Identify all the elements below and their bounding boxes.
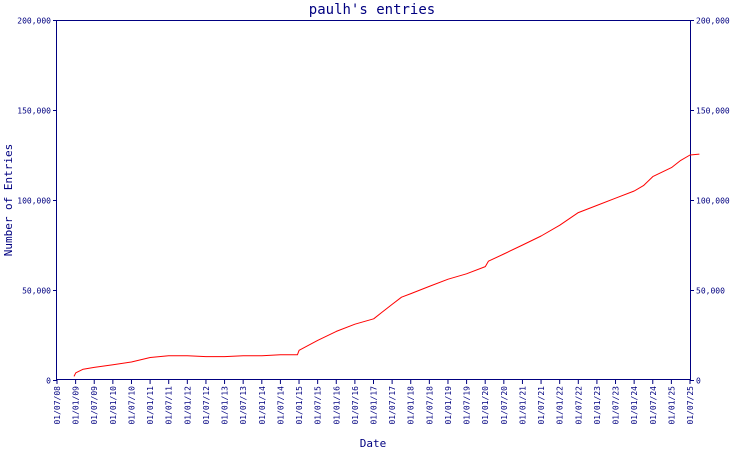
x-axis: 01/07/08 01/01/09 01/07/09 01/01/10 01/07/10… (53, 380, 695, 425)
x-tick-label: 01/01/22 (556, 386, 565, 425)
x-tick-label: 01/01/24 (630, 386, 639, 425)
y-tick-label-left: 50,000 (22, 287, 51, 296)
x-tick-label: 01/07/21 (537, 386, 546, 425)
x-tick-label: 01/07/12 (202, 386, 211, 425)
x-tick-label: 01/07/22 (574, 386, 583, 425)
x-tick-label: 01/07/13 (239, 386, 248, 425)
x-tick-label: 01/07/09 (90, 386, 99, 425)
x-tick-label: 01/07/11 (165, 386, 174, 425)
x-tick-label: 01/01/19 (444, 386, 453, 425)
x-tick-label: 01/07/10 (127, 386, 136, 425)
x-tick-label: 01/07/17 (388, 386, 397, 425)
x-tick-label: 01/01/20 (481, 386, 490, 425)
x-tick-label: 01/01/10 (109, 386, 118, 425)
x-tick-label: 01/07/14 (276, 386, 285, 425)
y-tick-label-right: 0 (696, 377, 701, 386)
x-tick-label: 01/01/18 (407, 386, 416, 425)
y-tick-label-left: 150,000 (17, 107, 51, 116)
x-tick-label: 01/01/23 (593, 386, 602, 425)
y-tick-label-right: 50,000 (696, 287, 725, 296)
x-tick-label: 01/07/25 (686, 386, 695, 425)
x-tick-label: 01/07/23 (612, 386, 621, 425)
x-tick-label: 01/07/16 (351, 386, 360, 425)
x-tick-label: 01/07/15 (314, 386, 323, 425)
x-tick-label: 01/07/18 (425, 386, 434, 425)
x-tick-label: 01/07/24 (649, 386, 658, 425)
y-tick-label-left: 0 (46, 377, 51, 386)
x-tick-label: 01/01/11 (146, 386, 155, 425)
x-tick-label: 01/01/25 (667, 386, 676, 425)
x-tick-label: 01/07/20 (500, 386, 509, 425)
y-tick-label-right: 200,000 (696, 17, 730, 26)
series-layer (73, 153, 700, 377)
x-tick-label: 01/01/17 (370, 386, 379, 425)
x-tick-label: 01/01/09 (72, 386, 81, 425)
series-line-entries (73, 153, 700, 377)
x-tick-label: 01/01/15 (295, 386, 304, 425)
y-axis-left: 0 50,000 100,000 150,000 200,000 (17, 17, 57, 386)
chart-title: paulh's entries (309, 2, 435, 18)
x-tick-label: 01/01/13 (221, 386, 230, 425)
y-axis-right: 0 50,000 100,000 150,000 200,000 (690, 17, 730, 386)
y-tick-label-left: 200,000 (17, 17, 51, 26)
y-tick-label-right: 100,000 (696, 197, 730, 206)
x-tick-label: 01/01/12 (183, 386, 192, 425)
x-tick-label: 01/07/08 (53, 386, 62, 425)
y-tick-label-right: 150,000 (696, 107, 730, 116)
x-tick-label: 01/01/21 (518, 386, 527, 425)
y-axis-label: Number of Entries (2, 144, 15, 257)
x-axis-label: Date (360, 437, 387, 450)
x-tick-label: 01/01/14 (258, 386, 267, 425)
x-tick-label: 01/01/16 (332, 386, 341, 425)
x-tick-label: 01/07/19 (463, 386, 472, 425)
y-tick-label-left: 100,000 (17, 197, 51, 206)
